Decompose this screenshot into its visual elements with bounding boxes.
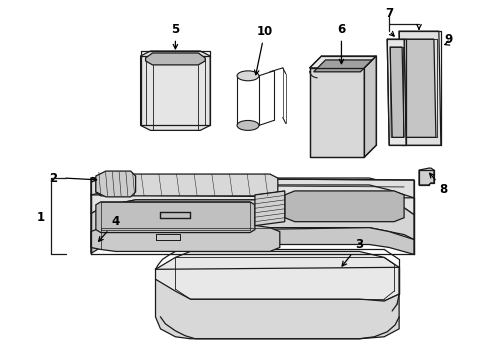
Polygon shape [404,39,436,137]
Polygon shape [96,171,136,197]
Polygon shape [141,51,210,130]
Polygon shape [255,191,285,226]
Text: 10: 10 [254,24,273,75]
Text: 5: 5 [172,23,179,49]
Polygon shape [390,47,404,137]
Ellipse shape [237,71,259,81]
Text: 3: 3 [342,238,364,266]
Polygon shape [285,191,404,222]
Polygon shape [155,251,399,301]
Polygon shape [91,228,414,255]
Polygon shape [96,202,255,233]
Polygon shape [146,53,205,65]
Text: 6: 6 [337,23,345,64]
Polygon shape [91,178,414,198]
Polygon shape [91,178,414,215]
Polygon shape [314,60,372,72]
Polygon shape [155,279,399,339]
Text: 4: 4 [98,215,120,241]
Polygon shape [310,56,376,68]
Polygon shape [387,39,406,145]
Polygon shape [91,200,414,239]
Polygon shape [365,56,376,157]
Polygon shape [91,225,280,251]
Polygon shape [399,31,441,145]
Text: 8: 8 [430,173,448,197]
Polygon shape [419,168,434,185]
Text: 7: 7 [385,7,393,20]
Polygon shape [96,174,278,196]
Ellipse shape [237,121,259,130]
Text: 2: 2 [49,171,57,185]
Text: 9: 9 [445,33,453,46]
Text: 1: 1 [37,211,45,224]
Polygon shape [310,68,365,157]
